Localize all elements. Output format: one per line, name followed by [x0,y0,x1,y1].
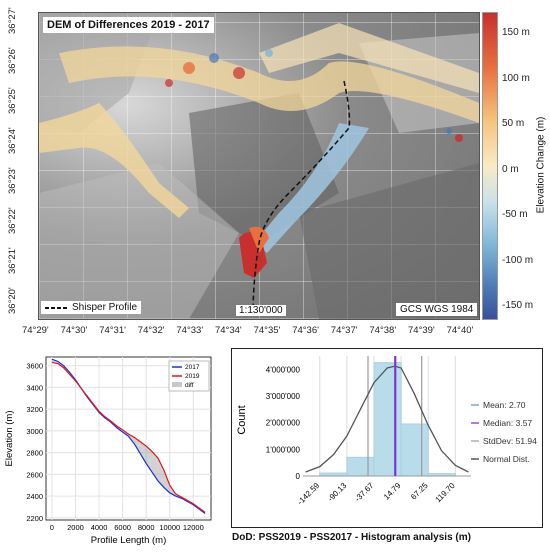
profile-xlabel: Profile Length (m) [91,535,167,546]
profile-chart: 0 2000 4000 6000 8000 10000 12000 2200 2400 2600 2… [4,356,212,546]
map-title: DEM of Differences 2019 - 2017 [43,17,214,33]
legend-swatch [172,382,182,387]
legend-label: 2019 [185,373,200,380]
dod-map: DEM of Differences 2019 - 2017 Shisper P… [38,12,480,320]
lon-tick-label: 74°37' [330,325,358,336]
hist-ylabel: Count [236,405,248,434]
y-tick-label: 3200 [26,405,43,414]
lon-tick-label: 74°35' [253,325,281,336]
colorbar-tick-label: 50 m [502,118,525,129]
lat-tick-label: 36°23' [7,167,18,194]
colorbar-tick-label: -100 m [502,254,534,266]
hist-legend-label: Normal Dist. [483,454,530,464]
lon-tick-label: 74°34' [215,325,242,336]
lat-tick-label: 36°25' [7,87,18,114]
hist-legend-label: StdDev: 51.94 [483,436,537,446]
colorbar-tick-label: -150 m [502,300,534,311]
map-crs: GCS WGS 1984 [396,303,478,316]
x-tick-label: 10000 [159,523,180,532]
lon-tick-label: 74°39' [408,325,435,336]
colorbar-tick-label: 0 m [502,163,519,175]
map-scale: 1:130'000 [236,305,286,316]
profile-ylabel: Elevation (m) [4,411,15,467]
x-tick-label: 8000 [138,523,155,532]
lat-tick-label: 36°24' [7,127,18,154]
histogram-chart: 01'000'0002'000'0003'000'0004'000'000-14… [231,348,543,528]
hist-y-tick-label: 3'000'000 [266,392,301,401]
map-legend: Shisper Profile [41,301,142,314]
lon-tick-label: 74°36' [292,325,319,336]
hist-y-tick-label: 4'000'000 [266,365,301,374]
dashed-line-icon [45,306,67,309]
x-tick-label: 0 [50,523,54,532]
x-tick-label: 12000 [183,523,204,532]
lat-tick-label: 36°20' [7,287,18,314]
colorbar-tick-label: -50 m [502,209,528,220]
lat-tick-label: 36°26' [7,47,18,74]
lon-tick-label: 74°29' [22,325,49,336]
legend-label: 2017 [185,364,200,371]
histogram-title: DoD: PSS2019 - PSS2017 - Histogram analy… [232,532,471,543]
series-line-2019 [51,361,206,513]
legend-profile-label: Shisper Profile [72,302,138,313]
legend-label: diff [185,382,194,389]
colorbar-tick-label: 150 m [502,27,530,38]
lat-tick-label: 36°27' [7,7,18,34]
y-tick-label: 2800 [26,449,43,458]
hist-y-tick-label: 0 [296,472,301,481]
hist-legend-label: Mean: 2.70 [483,400,526,410]
lon-tick-label: 74°32' [137,325,165,336]
colorbar-label: Elevation Change (m) [535,116,547,214]
y-tick-label: 2400 [26,492,43,501]
y-tick-label: 2200 [26,514,43,523]
lat-tick-label: 36°21' [7,247,18,274]
lon-tick-label: 74°38' [369,325,397,336]
hist-bar [373,362,402,477]
hist-bar [346,456,375,477]
map-terrain [39,13,479,319]
hist-legend-label: Median: 3.57 [483,418,532,428]
lon-tick-label: 74°40' [446,325,474,336]
lon-tick-label: 74°33' [176,325,204,336]
normal-dist-curve [305,365,469,473]
x-tick-label: 6000 [114,523,131,532]
colorbar [482,12,498,320]
colorbar-tick-label: 100 m [502,72,530,84]
hist-y-tick-label: 2'000'000 [266,419,301,428]
hist-bar [400,423,429,477]
y-tick-label: 3400 [26,383,43,392]
x-tick-label: 2000 [67,523,84,532]
x-tick-label: 4000 [91,523,108,532]
lon-tick-label: 74°31' [99,325,126,336]
y-tick-label: 3000 [26,427,43,436]
hist-y-tick-label: 1'000'000 [266,445,301,454]
y-tick-label: 2600 [26,470,43,479]
lat-tick-label: 36°22' [7,207,18,234]
lon-tick-label: 74°30' [60,325,88,336]
y-tick-label: 3600 [26,362,43,371]
